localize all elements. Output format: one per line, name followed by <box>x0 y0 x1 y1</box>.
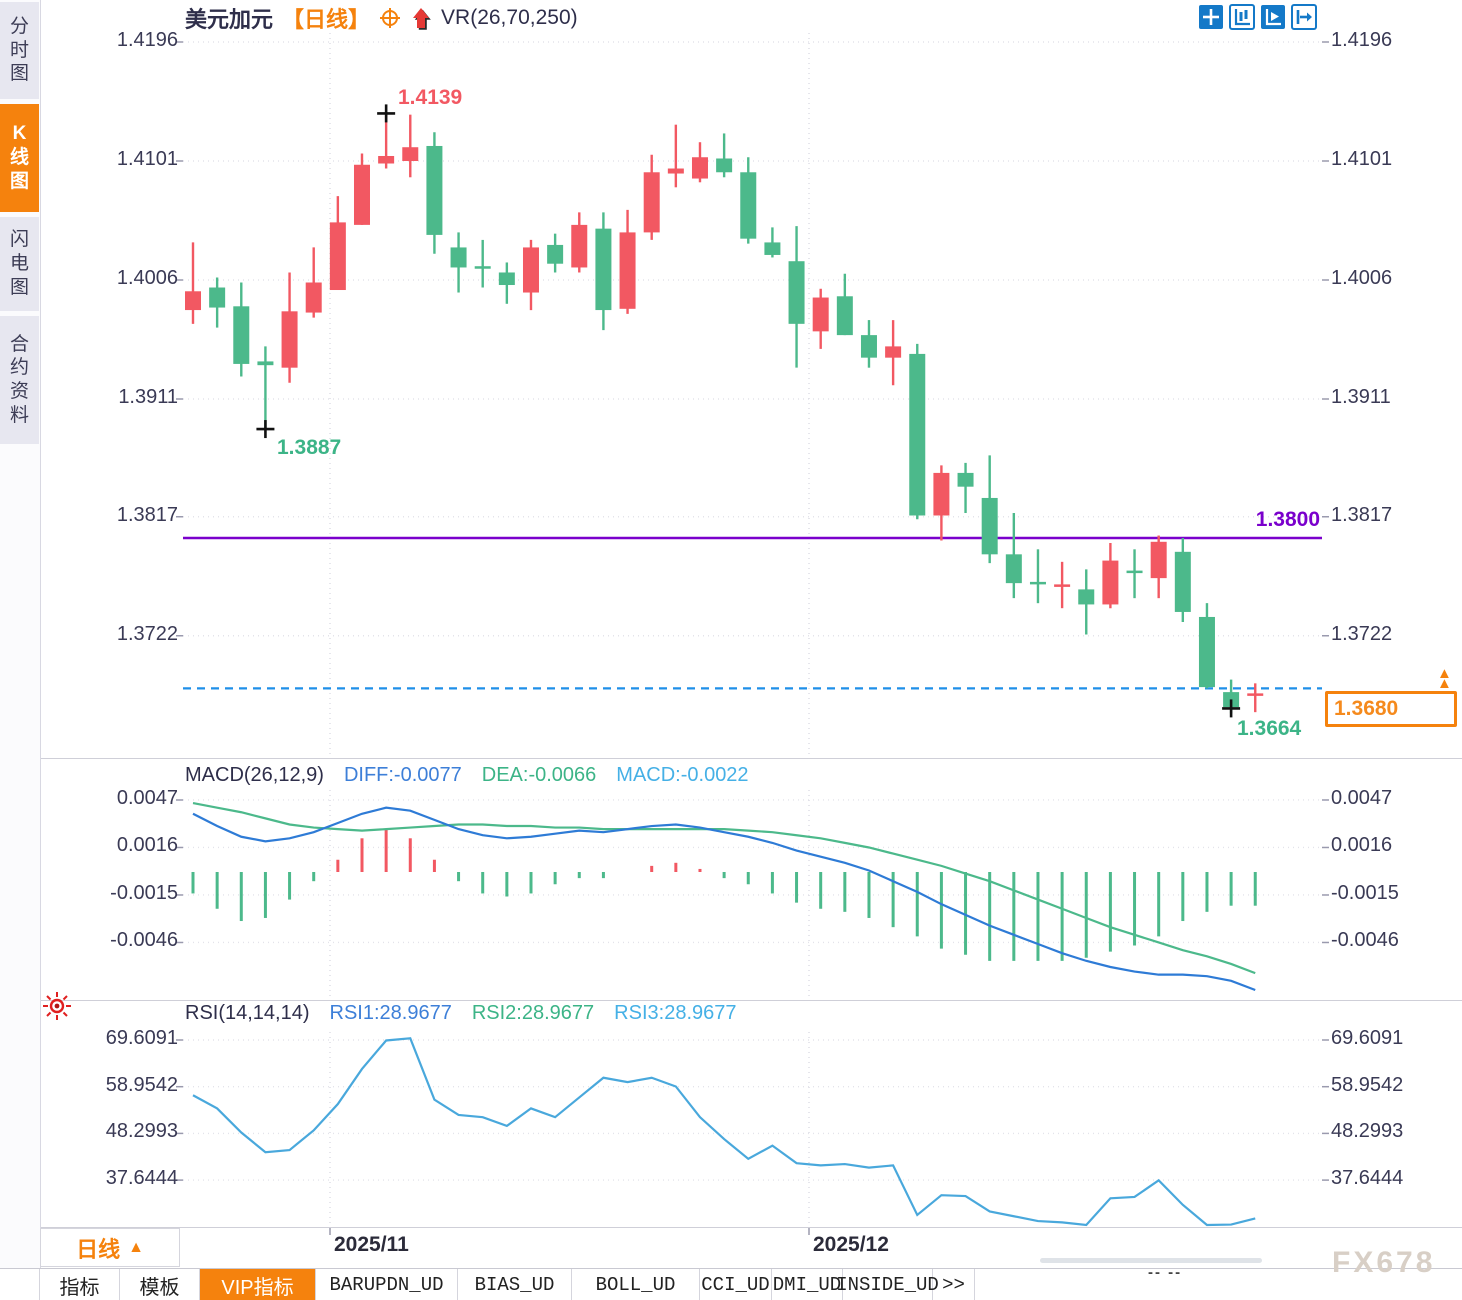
rsi-legend: RSI(14,14,14) RSI1:28.9677 RSI2:28.9677 … <box>185 1002 737 1025</box>
crosshair-icon[interactable] <box>1198 4 1224 30</box>
y-axis-label-right: 1.4006 <box>1331 266 1393 289</box>
y-axis-label-right: 1.3911 <box>1331 385 1391 408</box>
tabbar-corner <box>0 1269 40 1300</box>
indicator-tabbar: 指标 模板 VIP指标 BARUPDN_UD BIAS_UD BOLL_UD CCI_UD D… <box>0 1268 1462 1300</box>
bottom-tab-barupdnud[interactable]: BARUPDN_UD <box>316 1269 458 1300</box>
watermark: FX678 <box>1332 1246 1436 1279</box>
y-axis-label-left: -0.0046 <box>110 929 178 952</box>
annotation-last-low: 1.3664 <box>1237 717 1302 740</box>
bottom-tab-vip[interactable]: VIP指标 <box>200 1269 316 1300</box>
timeframe-arrow-icon: ▲ <box>128 1238 144 1256</box>
clipped-marks: -- -- <box>1148 1264 1183 1281</box>
red-up-arrow-icon[interactable] <box>410 5 432 31</box>
y-axis-label-left: 58.9542 <box>105 1073 178 1096</box>
axis-play-icon[interactable] <box>1260 4 1286 30</box>
pan-right-icon[interactable] <box>1291 4 1317 30</box>
sidebar-tab-3[interactable]: 闪电图 <box>0 217 39 311</box>
y-axis-label-right: 1.4101 <box>1331 147 1393 170</box>
bottom-tab-cciud[interactable]: CCI_UD <box>700 1269 772 1300</box>
y-axis-label-right: 0.0016 <box>1331 834 1393 857</box>
symbol-title: 美元加元 <box>185 7 274 32</box>
bottom-tab-[interactable]: 指标 <box>40 1269 120 1300</box>
timeframe-selector[interactable]: 日线 ▲ <box>40 1228 180 1267</box>
price-up-arrows-icon[interactable]: ▲ ▲ <box>1437 665 1452 692</box>
y-axis-label-right: 1.4196 <box>1331 29 1393 51</box>
y-axis-label-left: 69.6091 <box>105 1027 178 1049</box>
rsi-name[interactable]: RSI(14,14,14) <box>185 1002 310 1024</box>
bottom-tab-biasud[interactable]: BIAS_UD <box>458 1269 572 1300</box>
y-axis-label-right: 0.0047 <box>1331 786 1393 809</box>
macd-diff-value: DIFF:-0.0077 <box>343 764 462 786</box>
bottom-tab-insideud[interactable]: INSIDE_UD <box>836 1269 939 1300</box>
rsi1-value: RSI1:28.9677 <box>329 1002 452 1024</box>
timeframe-value: 日线 <box>76 1236 121 1262</box>
y-axis-label-left: 1.3911 <box>118 385 178 408</box>
axis-candle-icon[interactable] <box>1229 4 1255 30</box>
y-axis-label-right: -0.0015 <box>1331 881 1399 904</box>
y-axis-label-left: -0.0015 <box>110 881 178 904</box>
bottom-tab-[interactable]: >> <box>933 1269 975 1300</box>
support-line-label: 1.3800 <box>1255 508 1320 531</box>
y-axis-label-left: 1.4006 <box>116 266 178 289</box>
bottom-tab-dmiud[interactable]: DMI_UD <box>772 1269 843 1300</box>
bottom-tab-[interactable]: 模板 <box>120 1269 200 1300</box>
y-axis-label-right: 37.6444 <box>1331 1167 1404 1190</box>
indicator-label[interactable]: VR(26,70,250) <box>441 6 578 29</box>
timeframe-label[interactable]: 【日线】 <box>282 7 371 32</box>
annotation-low: 1.3887 <box>277 436 342 459</box>
y-axis-label-left: 1.4196 <box>116 29 178 51</box>
macd-legend: MACD(26,12,9) DIFF:-0.0077 DEA:-0.0066 M… <box>185 764 749 787</box>
rsi3-value: RSI3:28.9677 <box>614 1002 737 1024</box>
y-axis-label-right: -0.0046 <box>1331 929 1399 952</box>
y-axis-label-left: 48.2993 <box>105 1120 178 1143</box>
x-axis-label: 2025/12 <box>813 1233 889 1256</box>
sidebar-tab-1[interactable]: 分时图 <box>0 2 39 99</box>
y-axis-label-right: 58.9542 <box>1331 1073 1404 1096</box>
sidebar-tab-4[interactable]: 合约资料 <box>0 316 39 444</box>
rsi2-value: RSI2:28.9677 <box>471 1002 595 1024</box>
chart-header: 美元加元 【日线】 VR(26,70,250) <box>185 4 578 32</box>
macd-macd-value: MACD:-0.0022 <box>616 764 749 786</box>
y-axis-label-right: 69.6091 <box>1331 1027 1404 1049</box>
y-axis-label-left: 0.0016 <box>116 834 178 857</box>
y-axis-label-left: 37.6444 <box>105 1167 178 1190</box>
y-axis-label-right: 1.3722 <box>1331 622 1393 645</box>
y-axis-label-left: 0.0047 <box>116 786 178 809</box>
macd-dea-value: DEA:-0.0066 <box>481 764 597 786</box>
y-axis-label-left: 1.4101 <box>116 147 178 170</box>
current-price-box[interactable]: 1.3680 <box>1325 691 1457 727</box>
y-axis-label-left: 1.3817 <box>116 503 178 526</box>
x-axis-label: 2025/11 <box>334 1233 409 1256</box>
macd-name[interactable]: MACD(26,12,9) <box>185 764 324 786</box>
target-icon[interactable] <box>379 7 401 29</box>
sun-marker-icon[interactable] <box>42 991 72 1021</box>
bottom-tab-bollud[interactable]: BOLL_UD <box>572 1269 700 1300</box>
scrollbar-thumb[interactable] <box>1040 1258 1262 1263</box>
y-axis-label-left: 1.3722 <box>116 622 178 645</box>
y-axis-label-right: 1.3817 <box>1331 503 1393 526</box>
y-axis-label-right: 48.2993 <box>1331 1120 1404 1143</box>
annotation-high: 1.4139 <box>398 86 463 109</box>
chart-toolbar <box>1198 4 1317 30</box>
